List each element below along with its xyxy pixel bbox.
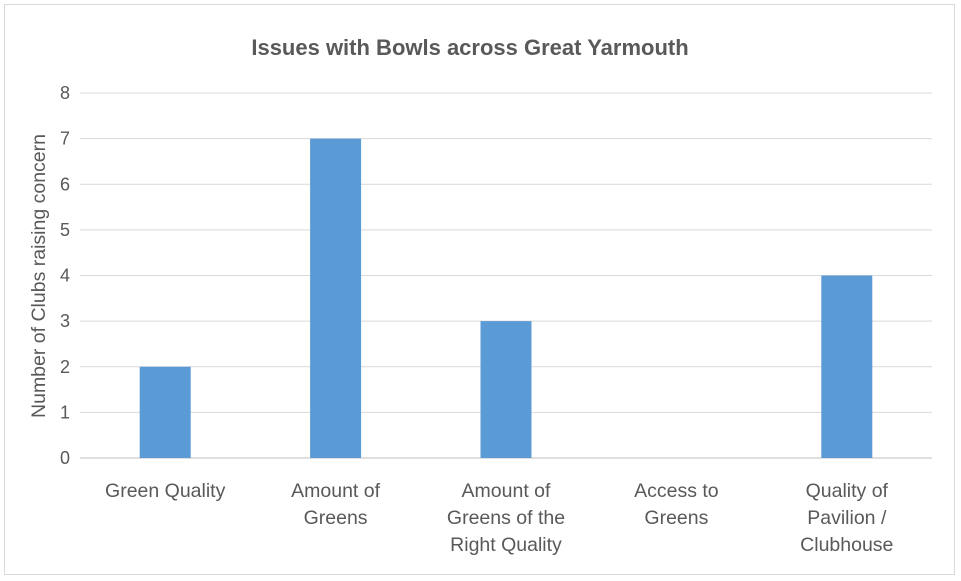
x-axis-ticks: Green Quality Amount of Greens Amount of Gre… xyxy=(105,480,893,556)
y-tick-label: 7 xyxy=(60,129,70,149)
gridlines xyxy=(80,92,932,459)
bar xyxy=(821,275,873,458)
chart-frame xyxy=(4,4,955,575)
bar xyxy=(139,366,191,458)
bar xyxy=(480,321,532,458)
y-axis-label: Number of Clubs raising concern xyxy=(28,134,50,418)
x-tick-label: Access to Greens xyxy=(634,480,719,529)
y-tick-label: 3 xyxy=(60,311,70,331)
x-tick-label: Green Quality xyxy=(105,480,226,502)
chart-title: Issues with Bowls across Great Yarmouth xyxy=(251,35,688,60)
y-tick-label: 2 xyxy=(60,357,70,377)
y-tick-label: 5 xyxy=(60,220,70,240)
y-tick-label: 0 xyxy=(60,448,70,468)
x-tick-label: Quality of Pavilion / Clubhouse xyxy=(800,480,893,556)
y-tick-label: 6 xyxy=(60,174,70,194)
x-tick-label: Amount of Greens xyxy=(291,480,380,529)
x-tick-label: Amount of Greens of the Right Quality xyxy=(447,480,565,556)
y-tick-label: 8 xyxy=(60,83,70,103)
y-tick-label: 4 xyxy=(60,266,70,286)
y-tick-label: 1 xyxy=(60,402,70,422)
y-axis-ticks: 0 1 2 3 4 5 6 7 8 xyxy=(60,83,70,468)
bar xyxy=(310,138,362,458)
bars xyxy=(139,138,873,458)
